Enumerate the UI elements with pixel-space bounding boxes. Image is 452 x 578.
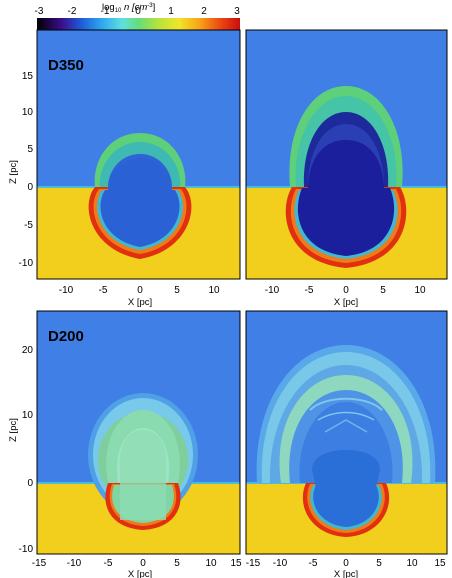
- panel-top-right-frame: [245, 29, 448, 280]
- panel-bottom-right: [246, 311, 447, 554]
- colorbar-tick: 2: [201, 6, 207, 17]
- x-axis-label: X [pc]: [128, 297, 152, 308]
- colorbar-tick: -3: [35, 6, 44, 17]
- x-tick: 10: [208, 285, 220, 296]
- x-tick: -5: [305, 285, 314, 296]
- x-tick: -10: [273, 558, 288, 569]
- x-tick: 10: [205, 558, 217, 569]
- x-tick: -10: [265, 285, 280, 296]
- x-axis-label: X [pc]: [334, 297, 358, 308]
- panel-bottom-right-frame: [245, 310, 448, 555]
- x-tick: -10: [67, 558, 82, 569]
- z-tick: -10: [19, 258, 34, 269]
- colorbar-tick: 0: [135, 6, 141, 17]
- x-tick: 5: [380, 285, 386, 296]
- panel-top-right: [246, 30, 447, 279]
- z-tick: 0: [27, 478, 33, 489]
- z-tick: -10: [19, 544, 34, 555]
- x-tick: -15: [32, 558, 47, 569]
- x-tick: 10: [406, 558, 418, 569]
- x-tick: 0: [343, 558, 349, 569]
- x-tick: 15: [230, 558, 242, 569]
- z-tick: -5: [24, 220, 33, 231]
- top-axes: Z [pc] 15 10 5 0 -5 -10 -10 -5 0 5 10 X …: [8, 71, 426, 308]
- panel-bottom-left-frame: [36, 310, 241, 555]
- x-tick: -5: [309, 558, 318, 569]
- x-tick: 5: [174, 558, 180, 569]
- x-tick: 15: [434, 558, 446, 569]
- x-tick: 0: [140, 558, 146, 569]
- panel-bottom-left: D200: [37, 311, 240, 554]
- x-axis-label: X [pc]: [128, 569, 152, 578]
- x-tick: 5: [174, 285, 180, 296]
- x-axis-label: X [pc]: [334, 569, 358, 578]
- panel-label-d200: D200: [48, 328, 84, 345]
- panel-top-left: D350: [37, 30, 240, 279]
- z-tick: 10: [22, 107, 34, 118]
- colorbar-tick: -1: [101, 6, 110, 17]
- x-tick: 5: [376, 558, 382, 569]
- x-tick: -5: [104, 558, 113, 569]
- panel-label-d350: D350: [48, 57, 84, 74]
- x-tick: -10: [59, 285, 74, 296]
- x-tick: 10: [414, 285, 426, 296]
- x-tick: 0: [343, 285, 349, 296]
- x-tick: -15: [246, 558, 261, 569]
- colorbar-tick: -2: [68, 6, 77, 17]
- z-axis-label-top: Z [pc]: [8, 160, 19, 184]
- z-tick: 15: [22, 71, 34, 82]
- panel-top-left-frame: [36, 29, 241, 280]
- z-tick: 20: [22, 345, 34, 356]
- colorbar-gradient: [37, 18, 240, 31]
- z-tick: 5: [27, 144, 33, 155]
- x-tick: 0: [137, 285, 143, 296]
- z-tick: 10: [22, 410, 34, 421]
- z-tick: 0: [27, 182, 33, 193]
- colorbar: log10 n [cm-3] -3 -2 -1 0 1 2 3: [35, 2, 240, 31]
- colorbar-tick: 3: [234, 6, 240, 17]
- x-tick: -5: [99, 285, 108, 296]
- z-axis-label-bottom: Z [pc]: [8, 418, 19, 442]
- bottom-axes: Z [pc] 20 10 0 -10 -15 -10 -5 0 5 10 15 …: [8, 345, 446, 578]
- colorbar-tick: 1: [168, 6, 174, 17]
- colorbar-label: log10 n [cm-3]: [102, 2, 155, 14]
